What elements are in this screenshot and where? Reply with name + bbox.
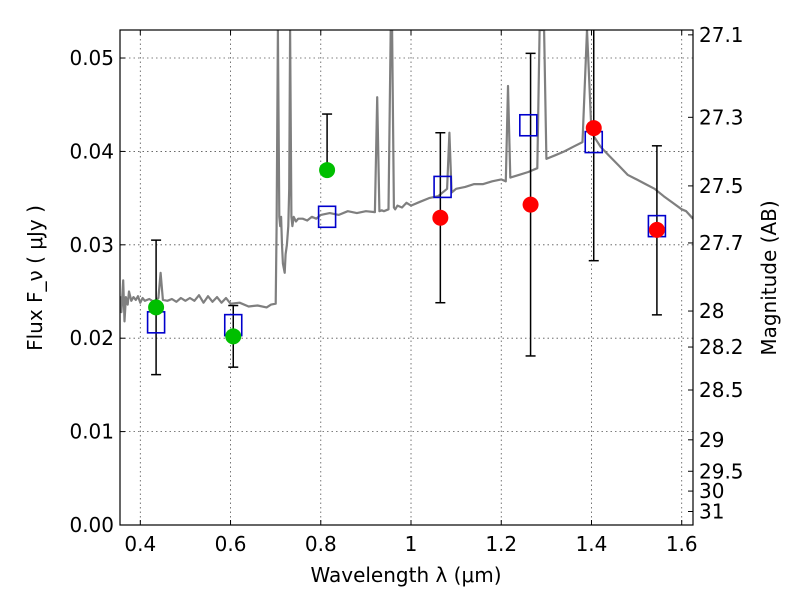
x-tick-label: 0.4 (124, 532, 156, 556)
observed-flux-point (648, 221, 665, 238)
observed-flux-point (522, 196, 539, 213)
right-tick-label: 28.5 (699, 378, 744, 402)
plot-frame (119, 29, 694, 526)
right-tick-label: 27.7 (699, 231, 744, 255)
y-tick-label: 0.02 (69, 326, 114, 350)
right-axis-label: Magnitude (AB) (757, 200, 781, 355)
x-axis-label: Wavelength λ (μm) (310, 563, 501, 587)
right-tick-label: 28.2 (699, 335, 744, 359)
x-tick-label: 1.4 (576, 532, 608, 556)
x-tick-label: 0.8 (305, 532, 337, 556)
observed-flux-point (148, 299, 165, 316)
model-photometry-square (433, 175, 452, 199)
x-tick-label: 1.6 (666, 532, 698, 556)
observed-flux-point (319, 162, 336, 179)
right-tick-label: 27.5 (699, 174, 744, 198)
x-tick-label: 1 (405, 532, 418, 556)
model-spectrum (120, 30, 693, 323)
model-photometry-square (317, 205, 337, 229)
y-axis-label: Flux F_ν ( μJy ) (23, 205, 47, 351)
observed-flux-point (225, 328, 242, 345)
y-tick-label: 0.05 (69, 46, 114, 70)
right-tick-label: 31 (699, 500, 724, 524)
y-tick-label: 0.01 (69, 420, 114, 444)
right-tick-label: 28 (699, 299, 724, 323)
observed-flux-point (585, 120, 602, 137)
right-tick-label: 29.5 (699, 459, 744, 483)
right-tick-label: 29 (699, 428, 724, 452)
right-tick-label: 30 (699, 479, 724, 503)
observed-flux-point (432, 209, 449, 226)
right-tick-label: 27.1 (699, 23, 744, 47)
right-tick-label: 27.3 (699, 105, 744, 129)
x-tick-label: 1.2 (485, 532, 517, 556)
y-tick-label: 0.03 (69, 233, 114, 257)
model-spectrum-line (120, 30, 693, 323)
y-tick-label: 0.04 (69, 139, 114, 163)
x-tick-label: 0.6 (215, 532, 247, 556)
axis-ticks: 0.4 0.6 0.8 1 1.2 1.4 1.6 0.00 0.01 0.02 0.03 0.04 0… (69, 23, 743, 556)
y-tick-label: 0.00 (69, 513, 114, 537)
model-photometry-square (519, 113, 538, 137)
grid-lines (120, 30, 693, 526)
data-markers (146, 113, 667, 345)
